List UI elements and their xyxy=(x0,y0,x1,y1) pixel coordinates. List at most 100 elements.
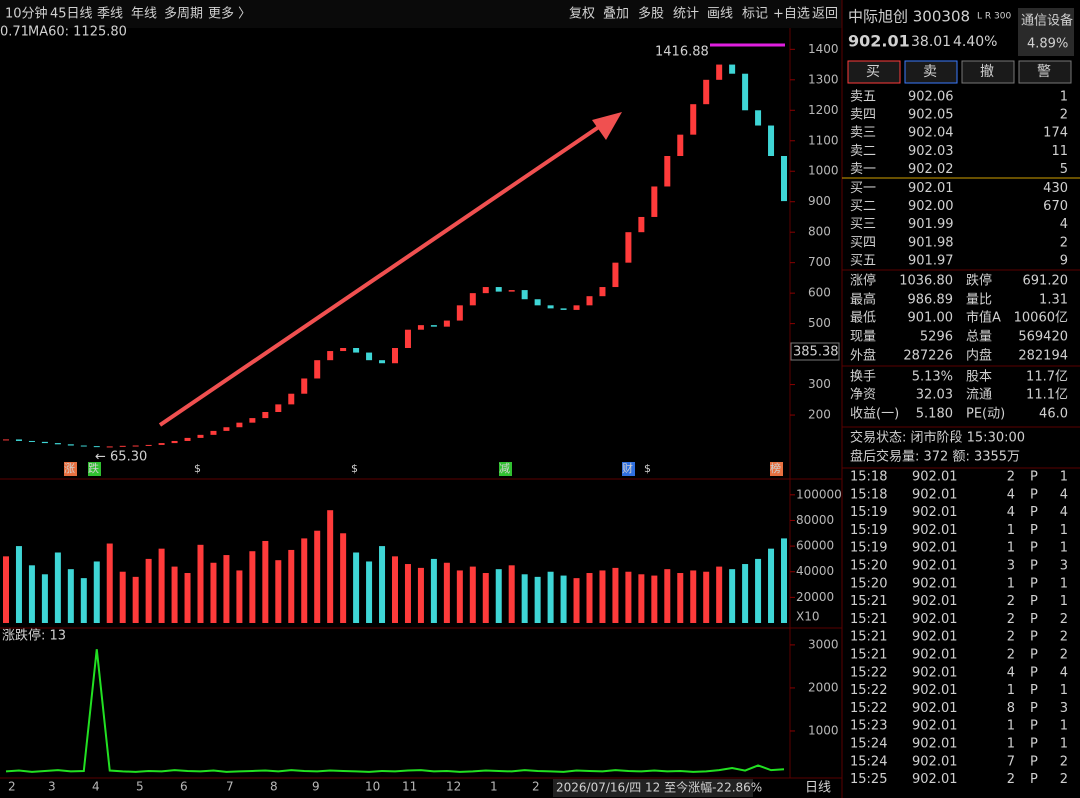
trade-button[interactable]: 警 xyxy=(1037,64,1051,80)
y-tick-label: 2000 xyxy=(808,680,839,694)
volume-bar xyxy=(729,569,736,623)
tick-count: 1 xyxy=(1060,683,1068,698)
tick-count: 2 xyxy=(1060,754,1068,769)
trade-button[interactable]: 撤 xyxy=(980,64,994,80)
book-level: 卖四 xyxy=(850,108,876,123)
tick-time: 15:25 xyxy=(850,772,887,787)
ma-label: MA60: 1125.80 xyxy=(28,25,127,40)
button-bg[interactable] xyxy=(904,60,958,84)
tool-button[interactable]: 10分钟 xyxy=(5,6,48,22)
tick-flag: P xyxy=(1030,594,1038,609)
y-tick-label: 1100 xyxy=(808,133,839,147)
tick-flag: P xyxy=(1030,541,1038,556)
candle xyxy=(508,290,515,292)
button-bg[interactable] xyxy=(961,60,1015,84)
tick-flag: P xyxy=(1030,505,1038,520)
trade-button[interactable]: 卖 xyxy=(923,64,937,80)
volume-bar xyxy=(379,546,386,623)
tool-button[interactable]: 返回 xyxy=(812,7,838,22)
volume-bar xyxy=(664,569,671,623)
volume-bar xyxy=(781,538,787,623)
tick-flag: P xyxy=(1030,523,1038,538)
tool-button[interactable]: 季线 xyxy=(97,7,123,22)
candle xyxy=(404,329,411,348)
candle xyxy=(366,352,373,361)
volume-bar xyxy=(469,566,476,623)
tick-count: 2 xyxy=(1060,648,1068,663)
tick-flag: P xyxy=(1030,470,1038,485)
x-tick-label: 10 xyxy=(365,780,380,794)
period-button[interactable]: 日线 xyxy=(805,781,831,796)
candle xyxy=(288,393,295,405)
volume-bar xyxy=(106,543,113,623)
x-tick-label: 11 xyxy=(402,780,417,794)
trade-button[interactable]: 买 xyxy=(866,64,880,80)
stat-label: 外盘 xyxy=(850,348,876,364)
tick-flag: P xyxy=(1030,719,1038,734)
button-bg[interactable] xyxy=(847,60,901,84)
button-bg[interactable] xyxy=(1018,60,1072,84)
volume-bar xyxy=(625,571,632,623)
tool-button[interactable]: +自选 xyxy=(773,7,810,22)
after-hours: 盘后交易量: 372 额: 3355万 xyxy=(850,449,1020,465)
stat-value: 901.00 xyxy=(908,311,954,326)
tool-button[interactable]: 更多 〉 xyxy=(208,6,251,22)
volume-bar xyxy=(768,548,775,623)
panel-title: 涨跌停: 13 xyxy=(2,628,66,644)
tool-button[interactable]: 标记 xyxy=(742,7,768,22)
book-level: 卖五 xyxy=(850,90,876,105)
stat-label: PE(动) xyxy=(966,407,1005,422)
tick-count: 3 xyxy=(1060,701,1068,716)
candle xyxy=(716,64,723,80)
event-marker: $ xyxy=(644,462,651,475)
tick-flag: P xyxy=(1030,487,1038,502)
volume-bar xyxy=(443,562,450,623)
stat-label: 涨停 xyxy=(850,273,876,289)
candle xyxy=(586,296,593,306)
tick-price: 902.01 xyxy=(912,594,958,609)
tick-flag: P xyxy=(1030,754,1038,769)
book-price: 901.97 xyxy=(908,253,954,268)
candle xyxy=(690,104,697,135)
volume-bar xyxy=(482,573,489,623)
candle xyxy=(430,325,437,327)
high-label: 1416.88 xyxy=(655,45,709,60)
x-tick-label: 4 xyxy=(92,780,100,794)
stat-value: 986.89 xyxy=(908,293,954,308)
tool-button[interactable]: 年线 xyxy=(131,7,157,22)
tool-button[interactable]: 45日线 xyxy=(50,7,93,22)
tool-button[interactable]: 画线 xyxy=(707,7,733,22)
tick-time: 15:22 xyxy=(850,665,887,680)
tick-price: 902.01 xyxy=(912,487,958,502)
tick-count: 1 xyxy=(1060,541,1068,556)
tick-volume: 1 xyxy=(1007,523,1015,538)
tool-button[interactable]: 多股 xyxy=(638,6,664,22)
tick-price: 902.01 xyxy=(912,630,958,645)
y-tick-label: 600 xyxy=(808,286,831,300)
candle xyxy=(547,305,554,309)
stat-label: 量比 xyxy=(966,293,992,308)
range-bg xyxy=(553,779,753,797)
book-volume: 9 xyxy=(1060,253,1068,268)
tool-button[interactable]: 多周期 xyxy=(164,6,203,22)
event-marker: 财 xyxy=(622,461,633,475)
tool-button[interactable]: 叠加 xyxy=(603,7,629,22)
y-tick-label: 1000 xyxy=(808,723,839,737)
marker-bg xyxy=(88,462,101,476)
stat-label: 净资 xyxy=(850,388,876,403)
change: 38.01 xyxy=(911,34,951,50)
stat-label: 市值A xyxy=(966,310,1001,326)
tick-time: 15:21 xyxy=(850,612,887,627)
volume-bar xyxy=(690,570,697,623)
candle xyxy=(742,73,749,111)
tick-price: 902.01 xyxy=(912,772,958,787)
tool-button[interactable]: 复权 xyxy=(569,6,595,22)
book-volume: 4 xyxy=(1060,217,1068,232)
x-tick-label: 1 xyxy=(490,780,498,794)
tool-button[interactable]: 统计 xyxy=(673,7,699,22)
candle xyxy=(781,156,787,202)
volume-bar xyxy=(184,573,191,623)
candle xyxy=(236,422,243,428)
book-volume: 430 xyxy=(1043,181,1068,196)
tick-price: 902.01 xyxy=(912,505,958,520)
